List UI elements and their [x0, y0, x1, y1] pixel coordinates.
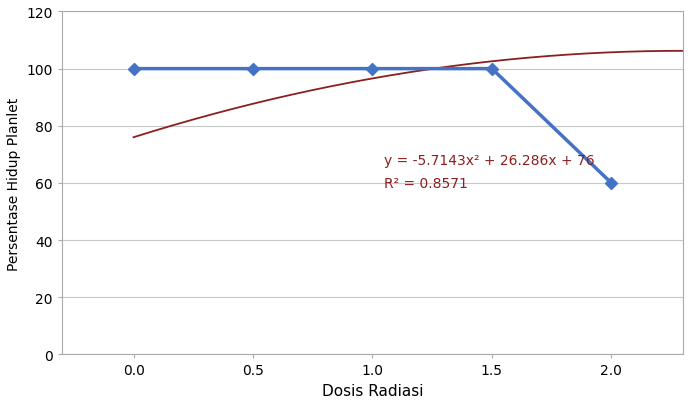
Y-axis label: Persentase Hidup Planlet: Persentase Hidup Planlet	[7, 97, 21, 270]
X-axis label: Dosis Radiasi: Dosis Radiasi	[322, 383, 423, 398]
Text: y = -5.7143x² + 26.286x + 76: y = -5.7143x² + 26.286x + 76	[384, 154, 595, 168]
Text: R² = 0.8571: R² = 0.8571	[384, 177, 469, 190]
